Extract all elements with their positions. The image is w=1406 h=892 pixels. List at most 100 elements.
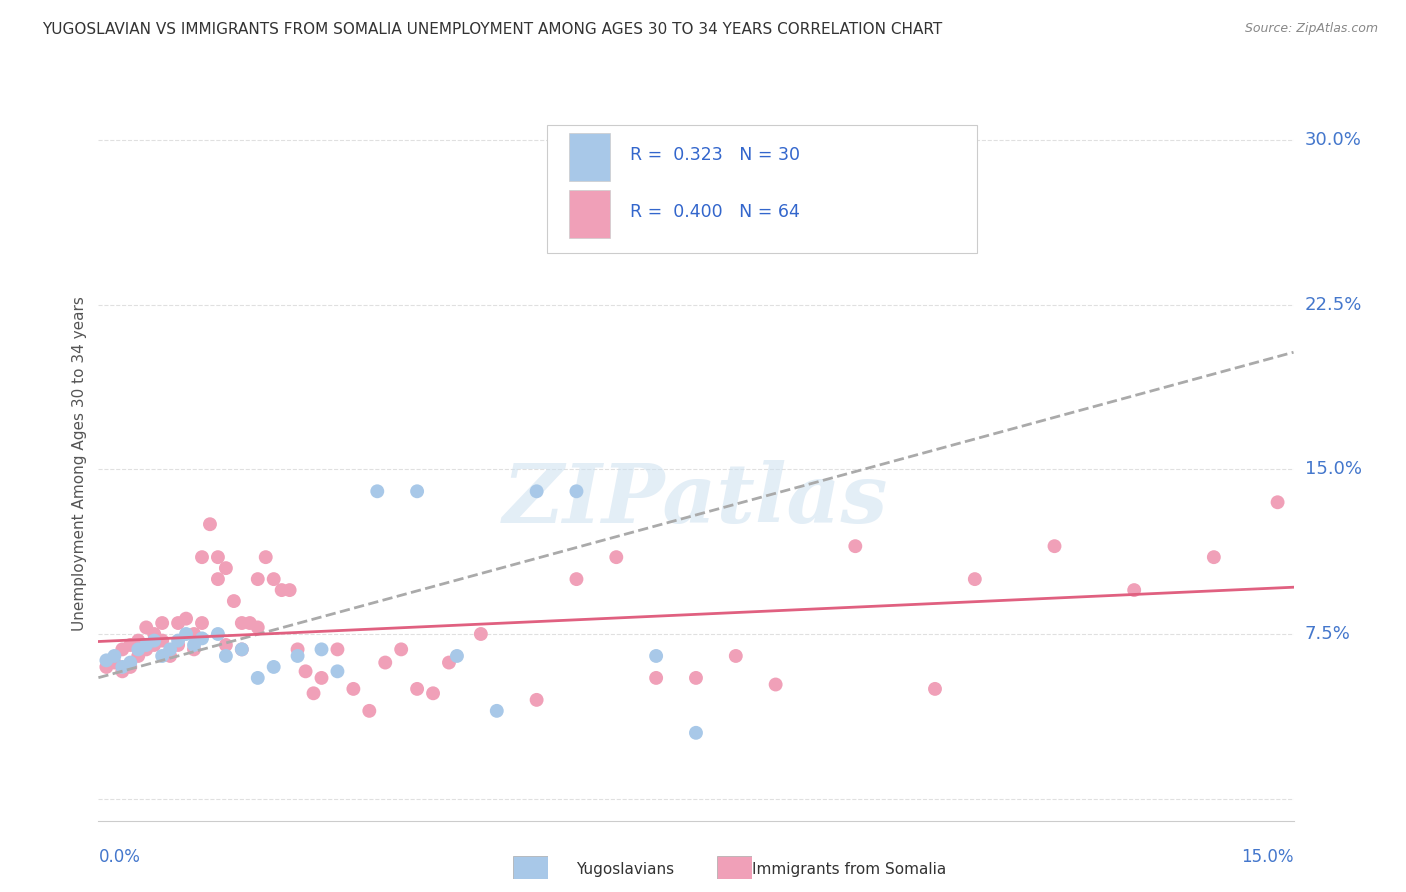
Text: YUGOSLAVIAN VS IMMIGRANTS FROM SOMALIA UNEMPLOYMENT AMONG AGES 30 TO 34 YEARS CO: YUGOSLAVIAN VS IMMIGRANTS FROM SOMALIA U… (42, 22, 942, 37)
Text: 22.5%: 22.5% (1305, 295, 1362, 314)
Point (302, 686, 325, 700)
Point (183, 627, 205, 641)
FancyBboxPatch shape (569, 133, 610, 181)
Point (924, 681, 946, 696)
Point (270, 583, 292, 598)
Point (150, 615, 173, 630)
FancyBboxPatch shape (569, 190, 610, 238)
Text: 15.0%: 15.0% (1305, 460, 1361, 478)
Point (342, 681, 364, 696)
Point (287, 648, 309, 663)
Point (254, 550, 277, 565)
Point (198, 517, 221, 532)
Point (150, 648, 173, 663)
FancyBboxPatch shape (717, 856, 752, 879)
Point (150, 633, 173, 648)
Point (207, 550, 229, 565)
Point (605, 550, 627, 565)
Point (231, 642, 253, 657)
Point (120, 638, 142, 652)
Point (246, 620, 269, 634)
Point (1043, 539, 1066, 553)
Point (207, 572, 229, 586)
Text: R =  0.323   N = 30: R = 0.323 N = 30 (630, 146, 800, 164)
Point (311, 642, 333, 657)
Point (159, 648, 181, 663)
Text: 15.0%: 15.0% (1241, 848, 1294, 866)
Point (183, 638, 205, 652)
Point (366, 484, 388, 499)
Point (1267, 495, 1289, 509)
Point (143, 633, 166, 648)
Point (406, 681, 429, 696)
Point (143, 627, 166, 641)
Point (231, 615, 253, 630)
Point (191, 550, 214, 565)
Point (215, 648, 238, 663)
FancyBboxPatch shape (547, 125, 977, 253)
Point (111, 665, 134, 679)
Point (96, 660, 118, 674)
Point (294, 665, 316, 679)
Point (963, 572, 986, 586)
Point (844, 539, 866, 553)
Point (263, 572, 285, 586)
Point (437, 656, 460, 670)
Point (174, 612, 197, 626)
Point (96, 653, 118, 667)
Point (246, 572, 269, 586)
Point (191, 632, 214, 646)
Point (246, 671, 269, 685)
Point (724, 648, 747, 663)
Point (406, 484, 429, 499)
Point (103, 648, 125, 663)
Y-axis label: Unemployment Among Ages 30 to 34 years: Unemployment Among Ages 30 to 34 years (72, 296, 87, 632)
Point (526, 484, 548, 499)
Point (111, 660, 134, 674)
Point (183, 642, 205, 657)
Point (645, 648, 668, 663)
Text: 7.5%: 7.5% (1305, 625, 1351, 643)
Text: ZIPatlas: ZIPatlas (503, 459, 889, 540)
Point (485, 704, 508, 718)
Point (159, 642, 181, 657)
Point (127, 642, 149, 657)
Point (389, 642, 412, 657)
Text: R =  0.400   N = 64: R = 0.400 N = 64 (630, 203, 800, 221)
Point (143, 638, 166, 652)
Point (174, 627, 197, 641)
Point (311, 671, 333, 685)
Point (326, 642, 349, 657)
Text: Source: ZipAtlas.com: Source: ZipAtlas.com (1244, 22, 1378, 36)
Point (526, 693, 548, 707)
Point (215, 561, 238, 575)
Point (222, 594, 245, 608)
Point (1202, 550, 1225, 565)
Point (565, 484, 588, 499)
Text: Immigrants from Somalia: Immigrants from Somalia (752, 863, 946, 877)
Text: Yugoslavians: Yugoslavians (576, 863, 675, 877)
Point (120, 660, 142, 674)
Point (191, 615, 214, 630)
Point (167, 633, 190, 648)
Point (103, 656, 125, 670)
Point (207, 627, 229, 641)
Point (374, 656, 396, 670)
Point (565, 572, 588, 586)
Point (263, 660, 285, 674)
Point (804, 194, 827, 209)
Point (135, 620, 157, 634)
Point (422, 686, 444, 700)
Point (167, 615, 190, 630)
Point (215, 638, 238, 652)
Point (167, 638, 190, 652)
Point (470, 627, 492, 641)
Point (239, 615, 262, 630)
Point (359, 704, 381, 718)
Point (135, 638, 157, 652)
Text: 0.0%: 0.0% (98, 848, 141, 866)
Point (446, 648, 468, 663)
Point (685, 726, 707, 740)
Point (326, 665, 349, 679)
Point (278, 583, 301, 598)
